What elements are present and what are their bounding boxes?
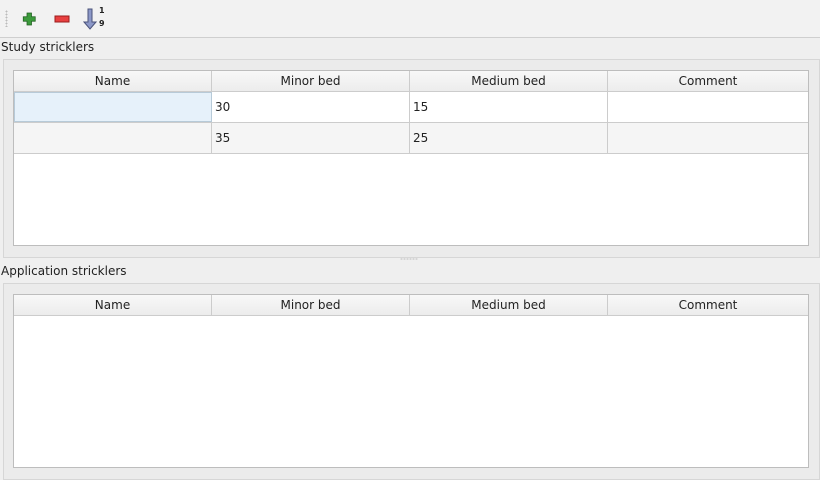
study-table: Name Minor bed Medium bed Comment 30 15 …: [13, 70, 809, 246]
cell-name[interactable]: [14, 123, 212, 153]
column-header-name[interactable]: Name: [14, 295, 212, 315]
plus-icon: [22, 12, 36, 26]
cell-comment[interactable]: [608, 123, 808, 153]
sort-button[interactable]: 1 9: [82, 6, 107, 30]
table-row[interactable]: 35 25: [14, 123, 808, 154]
application-section-title: Application stricklers: [1, 264, 127, 278]
splitter-handle[interactable]: [400, 258, 418, 260]
column-header-comment[interactable]: Comment: [678, 298, 738, 312]
cell-minor-bed[interactable]: 35: [212, 123, 410, 153]
cell-minor-bed[interactable]: 30: [212, 92, 410, 122]
column-header-name[interactable]: Name: [14, 71, 212, 91]
column-header-medium-bed[interactable]: Medium bed: [410, 71, 608, 91]
column-header-comment[interactable]: Comment: [678, 74, 738, 88]
column-header-medium-bed[interactable]: Medium bed: [410, 295, 608, 315]
sort-ascending-icon: [82, 8, 98, 30]
cell-comment[interactable]: [608, 92, 808, 122]
study-table-header: Name Minor bed Medium bed Comment: [14, 71, 808, 92]
cell-name[interactable]: [14, 92, 212, 122]
application-group: Name Minor bed Medium bed Comment: [3, 283, 820, 480]
sort-digit-bottom: 9: [99, 19, 105, 28]
column-header-minor-bed[interactable]: Minor bed: [212, 295, 410, 315]
application-table: Name Minor bed Medium bed Comment: [13, 294, 809, 468]
study-section-title: Study stricklers: [1, 40, 95, 54]
study-group: Name Minor bed Medium bed Comment 30 15 …: [3, 59, 820, 258]
toolbar: 1 9: [0, 0, 820, 38]
toolbar-grip[interactable]: [5, 10, 8, 27]
sort-digit-top: 1: [99, 6, 105, 15]
remove-button[interactable]: [51, 8, 73, 30]
minus-icon: [54, 15, 70, 23]
table-row[interactable]: 30 15: [14, 92, 808, 123]
add-button[interactable]: [18, 8, 40, 30]
cell-medium-bed[interactable]: 25: [410, 123, 608, 153]
cell-medium-bed[interactable]: 15: [410, 92, 608, 122]
application-table-header: Name Minor bed Medium bed Comment: [14, 295, 808, 316]
column-header-minor-bed[interactable]: Minor bed: [212, 71, 410, 91]
